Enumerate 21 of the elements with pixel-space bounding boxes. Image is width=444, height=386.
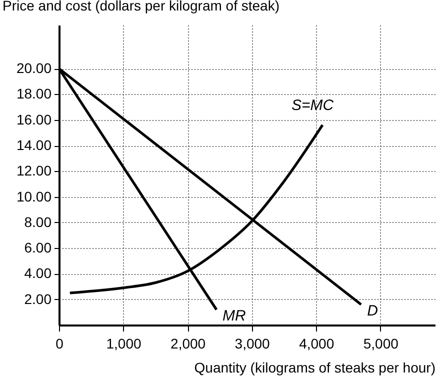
series-label: MR bbox=[222, 308, 246, 325]
x-tick-label: 0 bbox=[56, 336, 64, 352]
y-tick-label: 8.00 bbox=[24, 214, 52, 230]
x-tick-label: 5,000 bbox=[363, 336, 399, 352]
y-axis-title: Price and cost (dollars per kilogram of steak) bbox=[2, 0, 280, 14]
y-tick-label: 18.00 bbox=[16, 86, 52, 102]
y-tick-label: 16.00 bbox=[16, 111, 52, 128]
y-tick-label: 6.00 bbox=[24, 240, 52, 256]
x-tick-label: 2,000 bbox=[170, 336, 206, 352]
x-tick-label: 1,000 bbox=[106, 336, 142, 352]
y-tick-label: 14.00 bbox=[16, 137, 52, 154]
y-tick-label: 4.00 bbox=[24, 265, 52, 282]
x-axis-title: Quantity (kilograms of steaks per hour) bbox=[194, 360, 436, 376]
y-tick-label: 12.00 bbox=[16, 162, 52, 179]
series-label: S=MC bbox=[291, 97, 334, 114]
x-tick-label: 4,000 bbox=[299, 336, 334, 352]
y-tick-label: 10.00 bbox=[16, 188, 52, 204]
x-tick-label: 3,000 bbox=[234, 336, 270, 352]
series-label: D bbox=[367, 302, 378, 320]
y-tick-label: 2.00 bbox=[24, 290, 52, 307]
y-tick-label: 20.00 bbox=[16, 60, 52, 76]
